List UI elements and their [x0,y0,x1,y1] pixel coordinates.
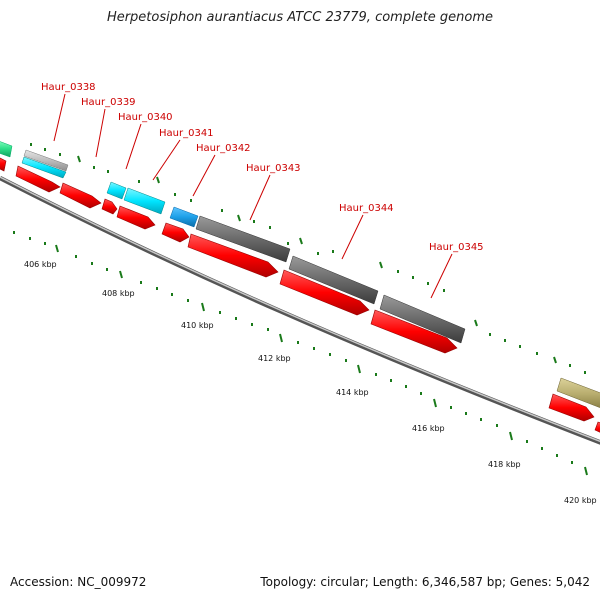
map-title: Herpetosiphon aurantiacus ATCC 23779, co… [106,10,494,25]
scale-label: 408 kbp [102,289,135,298]
gene-block-haur-0342[interactable] [169,206,199,228]
inner-scale-ring [13,231,588,476]
gene-block-haur-0345[interactable] [379,294,466,344]
cds-arrow[interactable] [59,182,102,209]
scale-label: 420 kbp [564,496,597,505]
gene-block-green[interactable] [0,140,13,158]
gene-label-haur-0345[interactable]: Haur_0345 [429,242,484,253]
gene-block-haur-0338-cyan[interactable] [21,156,67,179]
gene-label-haur-0339[interactable]: Haur_0339 [81,97,136,108]
cds-track-forward [0,156,600,435]
scale-label: 406 kbp [24,260,57,269]
cds-arrow[interactable] [594,421,600,435]
accession-text: Accession: NC_009972 [10,575,147,589]
gene-label-haur-0338[interactable]: Haur_0338 [41,82,96,93]
scale-label: 416 kbp [412,424,445,433]
gene-label-haur-0344[interactable]: Haur_0344 [339,203,394,214]
scale-label: 412 kbp [258,354,291,363]
gene-block-haur-0343[interactable] [195,215,291,263]
gene-block-khaki[interactable] [556,377,600,410]
gene-label-leaders [53,93,453,299]
gene-label-haur-0342[interactable]: Haur_0342 [196,143,251,154]
cds-arrow[interactable] [161,222,190,243]
gene-label-haur-0341[interactable]: Haur_0341 [159,128,214,139]
cds-arrow[interactable] [101,198,118,215]
gene-block-haur-0340[interactable] [106,181,127,200]
cog-track [0,140,600,410]
gene-labels: Haur_0338 Haur_0339 Haur_0340 Haur_0341 … [41,82,484,253]
scale-label: 418 kbp [488,460,521,469]
cds-arrow[interactable] [370,309,458,354]
gene-block-haur-0341[interactable] [123,187,166,215]
scale-label: 410 kbp [181,321,214,330]
genome-stats-text: Topology: circular; Length: 6,346,587 bp… [260,575,590,589]
gene-label-haur-0343[interactable]: Haur_0343 [246,163,301,174]
cds-arrow[interactable] [15,165,61,193]
cds-arrow[interactable] [548,393,595,422]
scale-label: 414 kbp [336,388,369,397]
cds-arrow[interactable] [187,233,279,278]
genome-backbone [0,175,600,445]
outer-tick-ring [30,143,586,374]
cds-arrow[interactable] [116,205,156,230]
gene-block-haur-0338-silver[interactable] [23,149,69,172]
gene-block-haur-0344[interactable] [288,255,379,305]
scale-labels: 406 kbp 408 kbp 410 kbp 412 kbp 414 kbp … [24,260,597,505]
gene-label-haur-0340[interactable]: Haur_0340 [118,112,173,123]
cds-arrow[interactable] [279,269,370,316]
cds-arrow[interactable] [0,156,7,172]
